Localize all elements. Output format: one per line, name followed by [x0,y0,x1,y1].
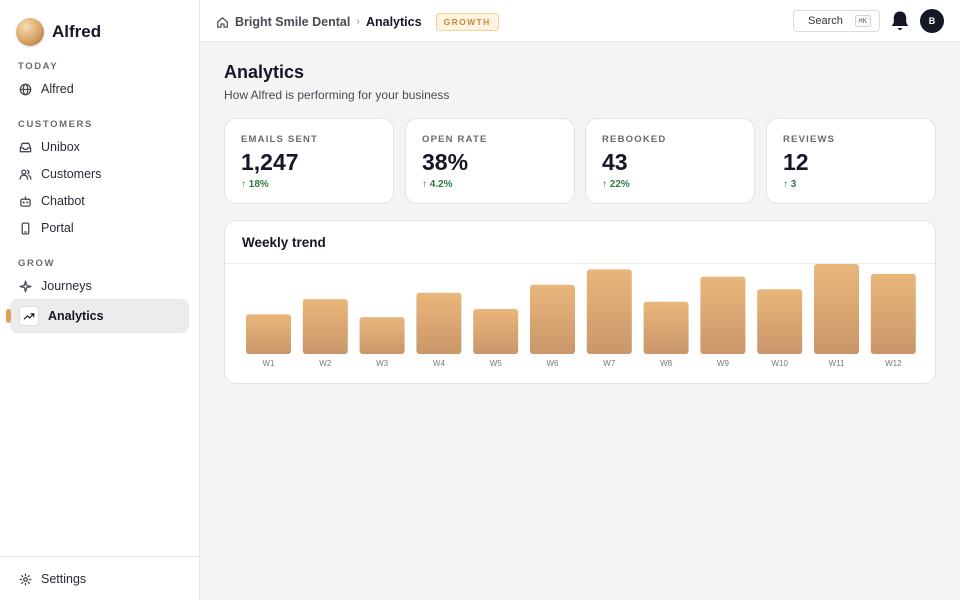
breadcrumb-current: Analytics [365,15,422,29]
breadcrumb-org[interactable]: Bright Smile Dental [235,15,351,29]
sparkle-icon [19,279,32,293]
sidebar-item-portal[interactable]: Portal [10,215,189,241]
sidebar-item-settings[interactable]: Settings [10,566,189,592]
stat-card-emails-sent: EMAILS SENT 1,247 ↑ 18% [224,118,394,204]
x-tick-label: W7 [603,359,616,368]
users-icon [19,168,32,180]
stat-label: REBOOKED [602,134,667,145]
stat-value: 1,247 [241,149,299,175]
sidebar-item-label: Alfred [41,82,74,96]
divider [225,263,935,264]
section-label-grow: GROW [18,258,56,269]
sidebar-item-label: Unibox [41,140,80,154]
chart-title: Weekly trend [242,235,326,250]
search-button[interactable]: Search ⌘K [793,10,880,32]
brand[interactable]: Alfred [16,18,101,46]
section-label-today: TODAY [18,61,59,72]
stat-delta: ↑ 4.2% [422,179,453,190]
home-icon[interactable] [216,16,229,29]
sidebar-item-label: Chatbot [41,194,85,208]
x-tick-label: W11 [829,359,845,368]
bell-icon[interactable] [889,9,911,33]
gear-icon [19,572,32,586]
sidebar-item-label: Analytics [48,309,104,323]
x-tick-label: W1 [263,359,276,368]
bot-icon [20,195,31,207]
chart-bar-w6 [530,284,575,354]
x-tick-label: W2 [319,359,332,368]
x-tick-label: W3 [376,359,389,368]
trending-up-icon [23,313,35,320]
active-icon-box [19,306,39,326]
sidebar-item-alfred[interactable]: Alfred [10,76,189,102]
sidebar-item-label: Settings [41,572,87,586]
section-label-customers: CUSTOMERS [18,119,93,130]
x-tick-label: W5 [490,359,503,368]
chart-bar-w5 [473,309,519,354]
sidebar: Alfred TODAY Alfred CUSTOMERS Unibox Cus… [0,0,200,600]
chart-bar-w4 [416,292,462,354]
search-label: Search [808,15,843,27]
stat-label: REVIEWS [783,134,836,145]
chart-bar-w1 [246,314,291,354]
x-tick-label: W6 [547,359,560,368]
chart-bar-w8 [643,301,689,354]
stat-value: 38% [422,149,469,175]
stat-value: 12 [783,149,809,175]
brand-name: Alfred [52,22,102,41]
globe-icon [19,83,32,95]
sidebar-item-customers[interactable]: Customers [10,161,189,187]
chart-bar-w2 [302,299,348,354]
avatar[interactable]: B [920,9,944,33]
stat-delta: ↑ 22% [602,179,630,190]
sidebar-item-label: Journeys [41,279,92,293]
inbox-icon [19,142,32,152]
active-indicator [6,309,11,323]
topbar: Bright Smile Dental › Analytics GROWTH S… [200,0,960,42]
page-subtitle: How Alfred is performing for your busine… [224,88,450,102]
sidebar-item-label: Customers [41,167,102,181]
chart-bar-w11 [814,264,859,354]
stat-label: EMAILS SENT [241,134,319,145]
x-tick-label: W9 [717,359,730,368]
sidebar-item-chatbot[interactable]: Chatbot [10,188,189,214]
stat-label: OPEN RATE [422,134,488,145]
chart-bar-w12 [870,273,916,354]
weekly-trend-chart: W1 W2 W3 W4 W5 W6 W7 W8 W9 W10 W11 W12 [246,264,916,368]
stat-card-rebooked: REBOOKED 43 ↑ 22% [585,118,755,204]
sidebar-item-label: Portal [41,221,74,235]
sidebar-item-unibox[interactable]: Unibox [10,134,189,160]
search-shortcut: ⌘K [854,15,871,27]
chart-bar-w9 [700,276,746,354]
sidebar-footer: Settings [0,556,199,600]
breadcrumb: Bright Smile Dental › Analytics GROWTH [216,13,499,31]
phone-icon [21,221,30,235]
x-tick-label: W4 [433,359,446,368]
chart-bar-w10 [757,289,803,354]
x-tick-label: W10 [771,359,788,368]
sidebar-item-analytics[interactable]: Analytics [6,299,189,333]
stat-delta: ↑ 18% [241,179,269,190]
chart-bar-w3 [359,317,405,354]
chart-bar-w7 [586,269,632,354]
stat-card-open-rate: OPEN RATE 38% ↑ 4.2% [405,118,575,204]
stat-card-reviews: REVIEWS 12 ↑ 3 [766,118,936,204]
x-tick-label: W8 [660,359,673,368]
stat-delta: ↑ 3 [783,179,797,190]
x-tick-label: W12 [885,359,902,368]
plan-badge: GROWTH [435,13,499,31]
stat-value: 43 [602,149,628,175]
sidebar-item-journeys[interactable]: Journeys [10,273,189,299]
breadcrumb-separator-icon: › [356,16,360,28]
weekly-trend-card: Weekly trend W1 W2 W3 W4 W5 W6 W7 W8 W9 W10 W11 W12 [224,220,936,384]
alfred-logo-icon [16,18,44,46]
page-title: Analytics [224,62,305,82]
